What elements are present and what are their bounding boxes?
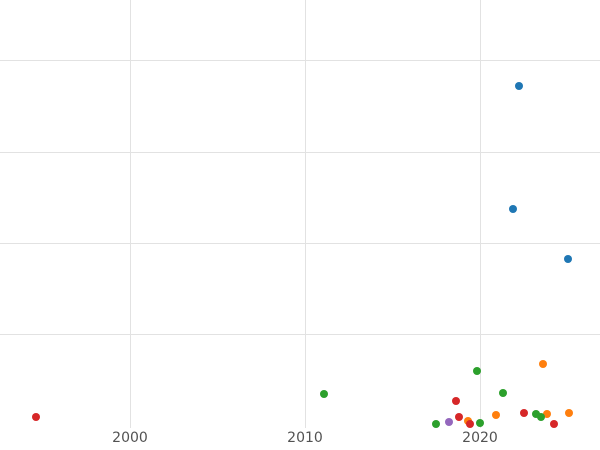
data-point <box>465 420 474 429</box>
data-point <box>444 417 453 426</box>
data-point <box>31 413 40 422</box>
v-gridline <box>480 0 481 428</box>
data-point <box>455 413 463 422</box>
data-point <box>498 389 507 398</box>
x-tick-label: 2010 <box>287 430 323 446</box>
h-gridline <box>0 242 600 244</box>
v-gridline <box>130 0 131 428</box>
data-point <box>476 418 484 427</box>
data-point <box>320 390 329 399</box>
data-point <box>509 205 518 213</box>
h-gridline <box>0 151 600 153</box>
h-gridline <box>0 60 600 62</box>
data-point <box>472 366 481 375</box>
x-tick-label: 2020 <box>462 430 498 446</box>
data-point <box>542 409 551 418</box>
data-point <box>549 420 558 429</box>
data-point <box>532 410 540 419</box>
h-gridline <box>0 334 600 336</box>
x-tick-label: 2000 <box>112 430 148 446</box>
data-point <box>432 420 441 429</box>
data-point <box>451 396 460 405</box>
data-point <box>563 255 572 264</box>
data-point <box>491 411 500 420</box>
data-point <box>539 360 547 369</box>
data-point <box>514 81 523 90</box>
data-point <box>519 408 528 417</box>
v-gridline <box>305 0 306 428</box>
data-point <box>537 413 546 422</box>
data-point <box>565 408 574 417</box>
